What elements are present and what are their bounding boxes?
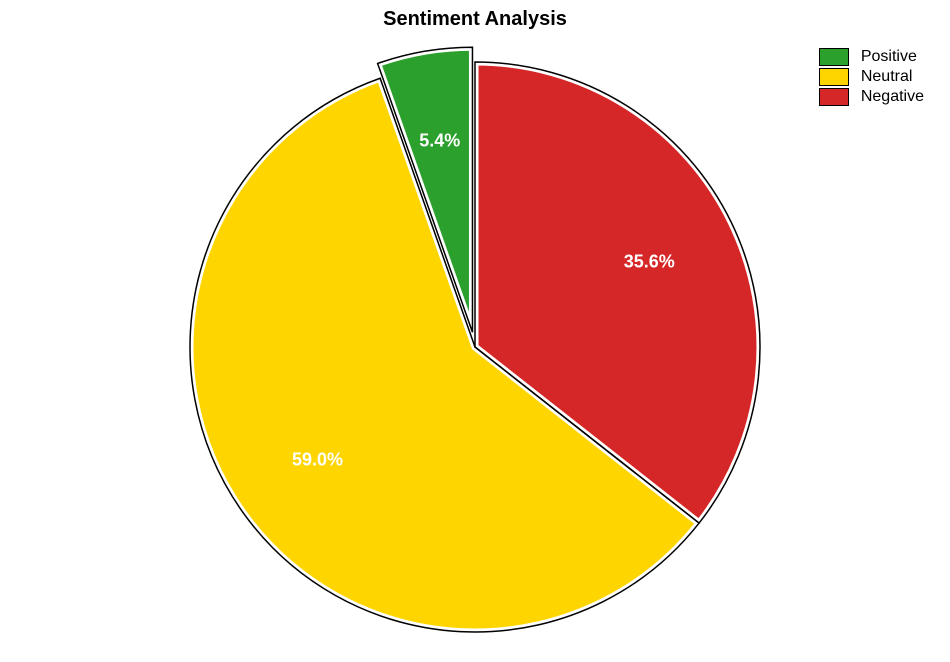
legend-item-neutral: Neutral [819,68,924,86]
legend: Positive Neutral Negative [819,48,924,108]
legend-swatch-positive [819,48,849,66]
slice-label-negative: 35.6% [624,252,675,273]
legend-item-positive: Positive [819,48,924,66]
legend-swatch-negative [819,88,849,106]
legend-label-negative: Negative [861,88,924,106]
slice-label-neutral: 59.0% [292,449,343,470]
legend-label-neutral: Neutral [861,68,913,86]
legend-label-positive: Positive [861,48,917,66]
slice-label-positive: 5.4% [419,131,460,152]
legend-swatch-neutral [819,68,849,86]
pie-chart [0,0,950,662]
legend-item-negative: Negative [819,88,924,106]
